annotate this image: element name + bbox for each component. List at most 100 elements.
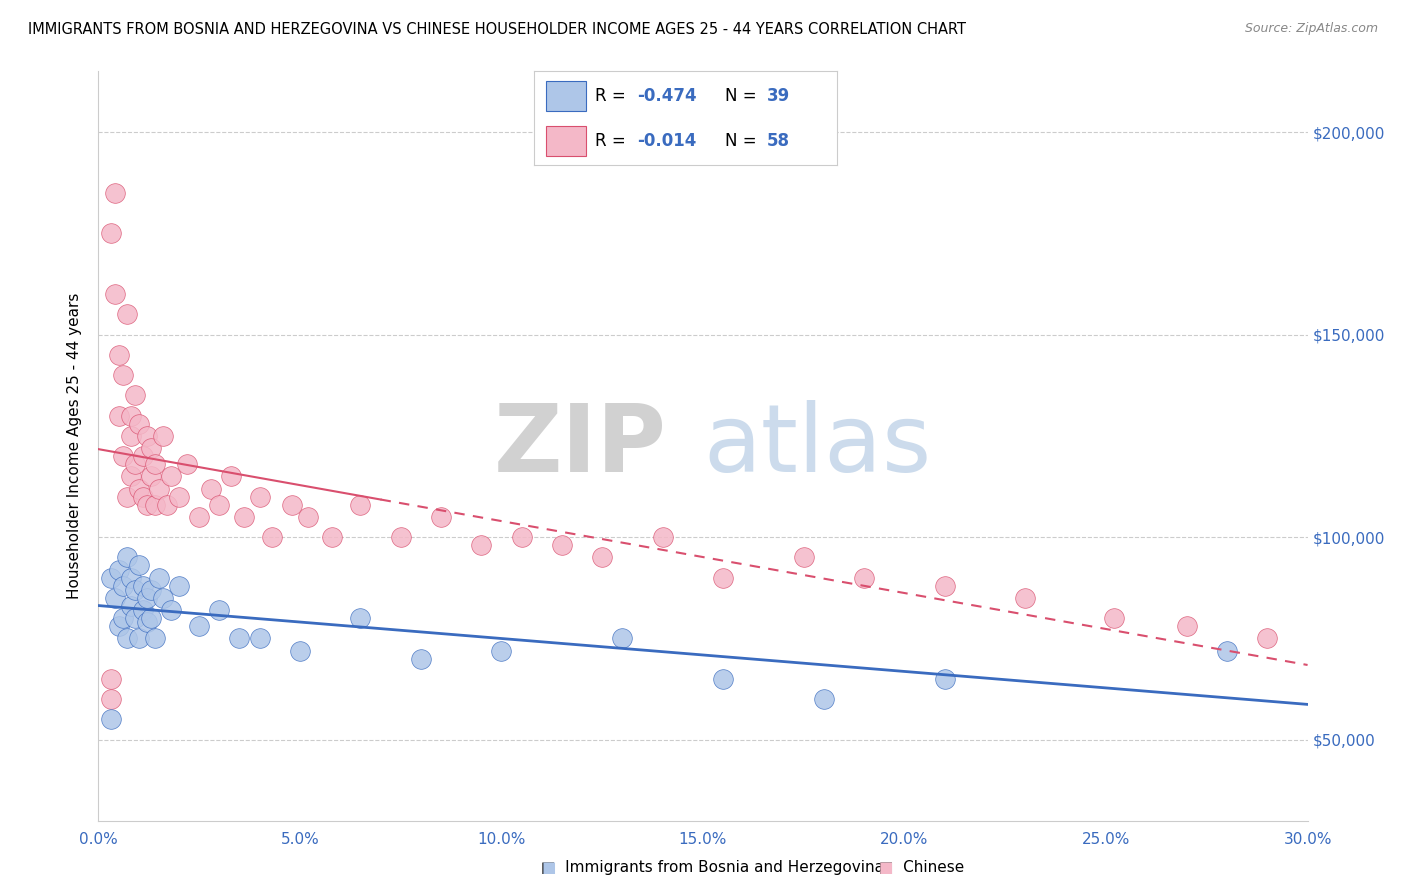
Point [115, 490, 138, 504]
Point [135, 591, 157, 605]
Text: N =: N = [724, 132, 762, 150]
Point [115, 307, 138, 321]
Point [128, 632, 150, 646]
Point [132, 449, 155, 463]
Point [124, 611, 146, 625]
Bar [547, 81, 586, 111]
Point [208, 498, 231, 512]
Point [208, 603, 231, 617]
Point [107, 619, 129, 633]
Point [591, 550, 613, 565]
Point [107, 409, 129, 423]
Point [389, 530, 412, 544]
Point [409, 651, 432, 665]
Point [120, 429, 142, 443]
Point [143, 457, 166, 471]
Point [232, 509, 254, 524]
Point [156, 498, 179, 512]
Point [249, 490, 271, 504]
Point [135, 429, 157, 443]
Point [132, 490, 155, 504]
Point [510, 530, 533, 544]
Point [167, 579, 190, 593]
Point [120, 469, 142, 483]
Bar [547, 126, 586, 156]
Point [103, 186, 125, 200]
Point [103, 591, 125, 605]
Point [115, 550, 138, 565]
Point [188, 509, 211, 524]
Point [152, 429, 174, 443]
Text: N =: N = [724, 87, 762, 104]
Text: -0.474: -0.474 [637, 87, 697, 104]
Point [135, 498, 157, 512]
Point [260, 530, 283, 544]
Text: 58: 58 [768, 132, 790, 150]
Point [297, 509, 319, 524]
Text: ■: ■ [879, 860, 893, 874]
Point [160, 469, 183, 483]
Point [228, 632, 250, 646]
Point [124, 388, 146, 402]
Point [349, 498, 371, 512]
Point [793, 550, 815, 565]
Text: 39: 39 [768, 87, 790, 104]
Point [853, 571, 876, 585]
Text: R =: R = [595, 87, 631, 104]
Point [100, 692, 122, 706]
Point [120, 409, 142, 423]
Point [103, 287, 125, 301]
Point [107, 562, 129, 576]
Point [132, 579, 155, 593]
Point [100, 571, 122, 585]
Point [107, 348, 129, 362]
Point [1216, 643, 1239, 657]
Point [651, 530, 673, 544]
Point [491, 643, 513, 657]
Point [128, 482, 150, 496]
Point [148, 482, 170, 496]
Text: IMMIGRANTS FROM BOSNIA AND HERZEGOVINA VS CHINESE HOUSEHOLDER INCOME AGES 25 - 4: IMMIGRANTS FROM BOSNIA AND HERZEGOVINA V… [28, 22, 966, 37]
Point [281, 498, 304, 512]
Point [288, 643, 311, 657]
Point [1102, 611, 1125, 625]
Point [249, 632, 271, 646]
Point [100, 227, 122, 241]
Point [430, 509, 453, 524]
Point [711, 672, 734, 686]
Point [711, 571, 734, 585]
Point [139, 611, 162, 625]
Point [1014, 591, 1036, 605]
Point [612, 632, 634, 646]
Point [1256, 632, 1278, 646]
Point [111, 611, 134, 625]
Point [100, 712, 122, 726]
Point [143, 498, 166, 512]
Point [200, 482, 222, 496]
Point [470, 538, 492, 552]
Point [188, 619, 211, 633]
Point [139, 469, 162, 483]
Point [152, 591, 174, 605]
Point [143, 632, 166, 646]
Point [115, 632, 138, 646]
Point [111, 449, 134, 463]
Y-axis label: Householder Income Ages 25 - 44 years: Householder Income Ages 25 - 44 years [67, 293, 83, 599]
Point [111, 579, 134, 593]
Point [124, 582, 146, 597]
Text: Source: ZipAtlas.com: Source: ZipAtlas.com [1244, 22, 1378, 36]
Point [167, 490, 190, 504]
Point [349, 611, 371, 625]
Text: ■  Chinese: ■ Chinese [879, 860, 965, 874]
Point [132, 603, 155, 617]
Text: ZIP: ZIP [494, 400, 666, 492]
Point [321, 530, 343, 544]
Point [139, 441, 162, 455]
Point [135, 615, 157, 630]
Point [124, 457, 146, 471]
Point [111, 368, 134, 383]
Point [148, 571, 170, 585]
Point [1175, 619, 1198, 633]
Text: ■: ■ [541, 860, 555, 874]
Point [934, 579, 956, 593]
